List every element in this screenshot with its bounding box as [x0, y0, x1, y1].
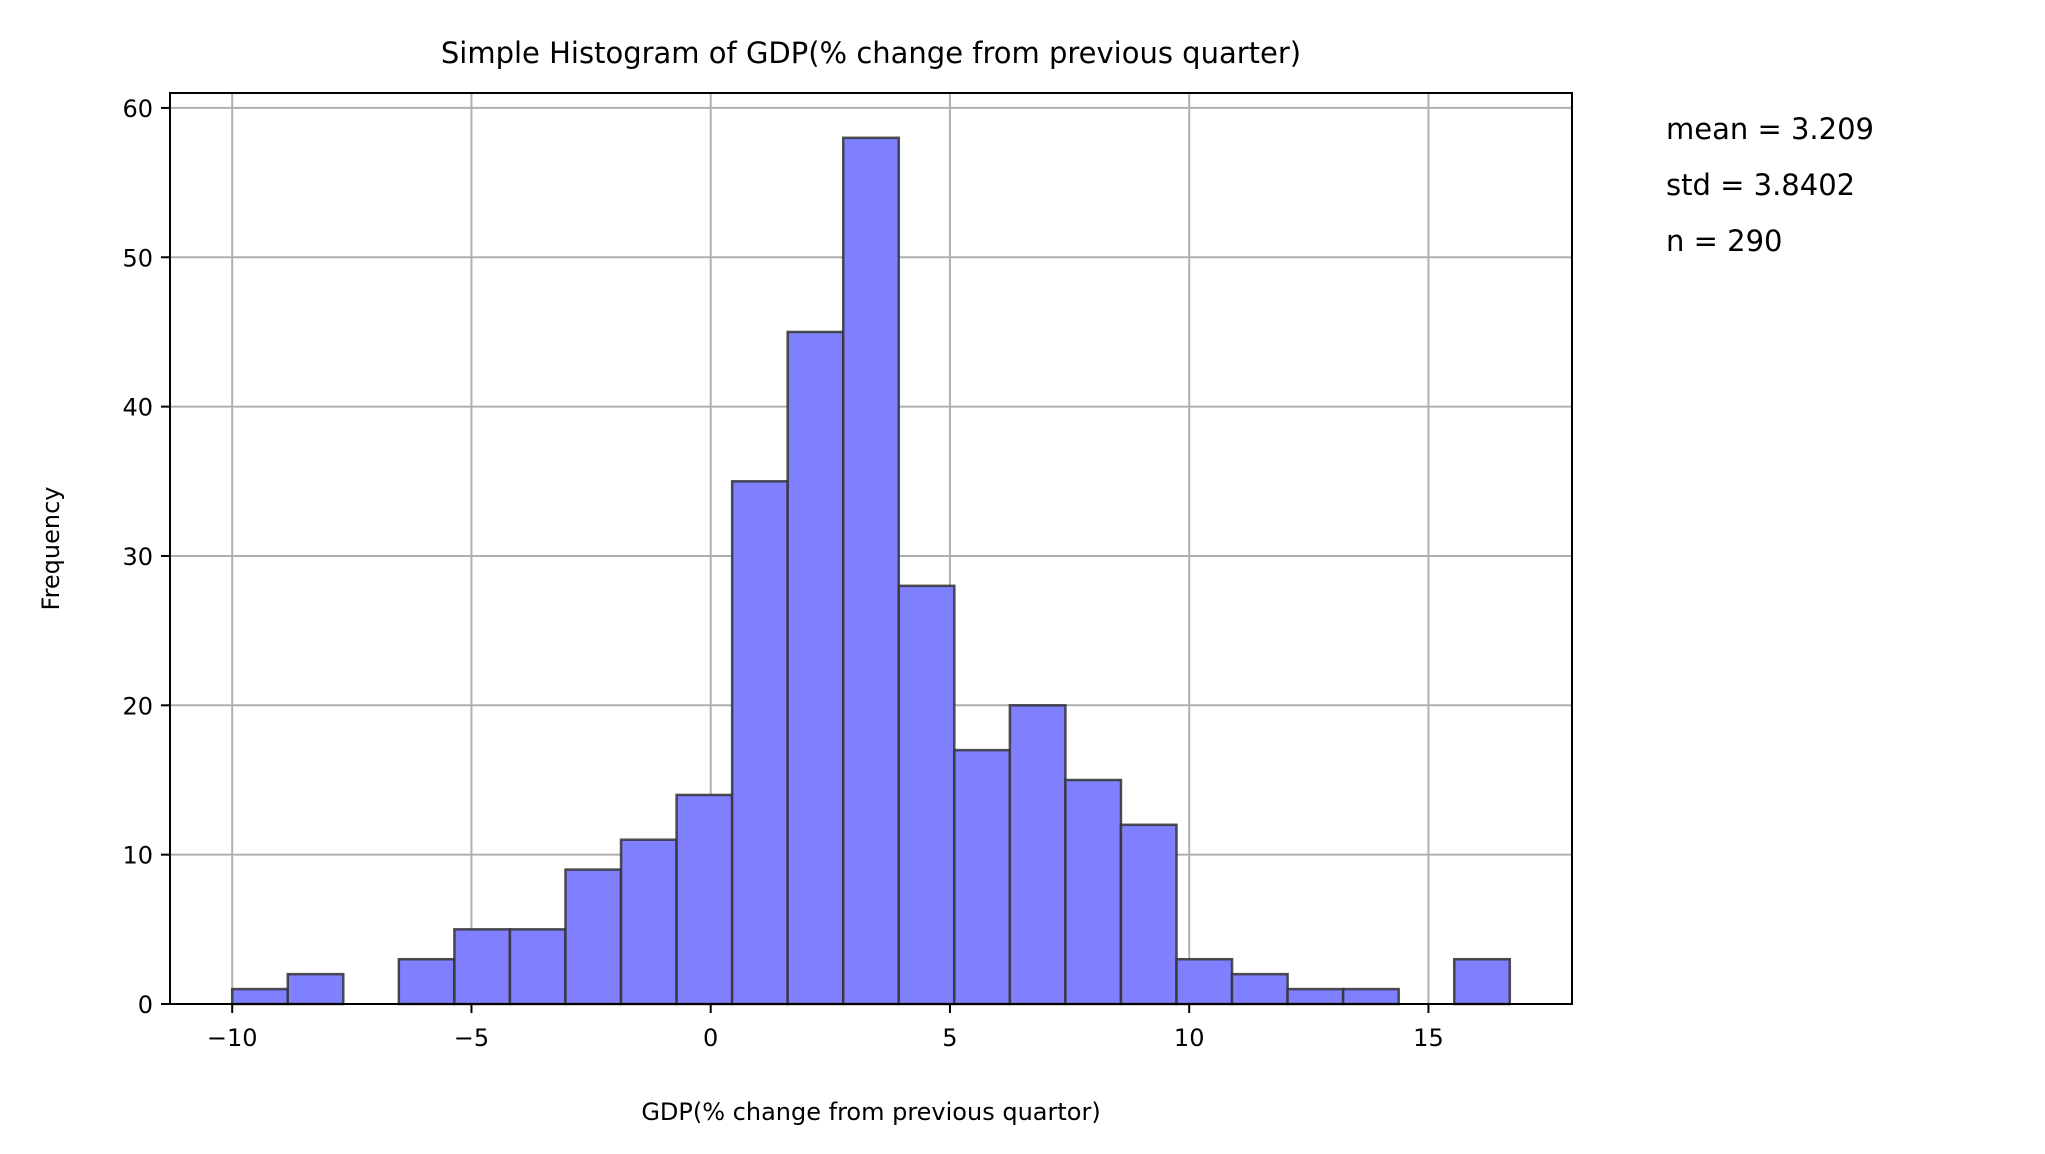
- x-tick-label: −5: [454, 1024, 489, 1052]
- stats-mean: mean = 3.209: [1666, 112, 1874, 146]
- histogram-bar: [453, 928, 512, 1006]
- histogram-bar: [619, 838, 678, 1006]
- histogram-bar: [1119, 823, 1178, 1006]
- histogram-bar: [786, 330, 845, 1006]
- histogram-bar: [730, 480, 789, 1006]
- histogram-bar: [1008, 704, 1067, 1006]
- histogram-bar: [286, 972, 345, 1006]
- y-tick-label: 40: [122, 394, 153, 422]
- y-tick-label: 0: [138, 991, 153, 1019]
- x-tick-label: −10: [207, 1024, 258, 1052]
- histogram-bar: [508, 928, 567, 1006]
- y-tick-label: 30: [122, 543, 153, 571]
- y-axis-label: Frequency: [37, 487, 65, 611]
- x-axis-label: GDP(% change from previous quartor): [641, 1098, 1100, 1126]
- histogram-bar: [897, 584, 956, 1006]
- x-tick-label: 15: [1413, 1024, 1444, 1052]
- histogram-bar: [230, 987, 290, 1006]
- histogram-bar: [953, 748, 1012, 1006]
- x-tick-label: 5: [942, 1024, 957, 1052]
- y-tick-label: 60: [122, 95, 153, 123]
- x-tick-label: 0: [703, 1024, 718, 1052]
- histogram-bar: [397, 957, 456, 1006]
- y-tick-label: 50: [122, 244, 153, 272]
- chart-title: Simple Histogram of GDP(% change from pr…: [441, 36, 1301, 70]
- plot-frame: [169, 92, 1573, 1005]
- histogram-bar: [1286, 987, 1345, 1006]
- histogram-bar: [841, 136, 901, 1006]
- y-tick-label: 10: [122, 842, 153, 870]
- histogram-bar: [675, 793, 734, 1006]
- histogram-bar: [1175, 957, 1234, 1006]
- stats-n: n = 290: [1666, 224, 1782, 258]
- x-tick-label: 10: [1174, 1024, 1205, 1052]
- y-tick-label: 20: [122, 692, 153, 720]
- histogram-bars: [230, 136, 1512, 1006]
- histogram-bar: [1452, 957, 1512, 1006]
- stats-std: std = 3.8402: [1666, 168, 1855, 202]
- y-axis-ticks: 0 10 20 30 40 50 60: [122, 95, 170, 1019]
- histogram-bar: [1341, 987, 1400, 1006]
- x-axis-ticks: −10 −5 0 5 10 15: [207, 1004, 1444, 1052]
- histogram-bar: [564, 868, 623, 1006]
- histogram-bar: [1064, 778, 1123, 1006]
- stats-annotation: mean = 3.209 std = 3.8402 n = 290: [1666, 112, 1883, 258]
- histogram-bar: [1230, 972, 1289, 1006]
